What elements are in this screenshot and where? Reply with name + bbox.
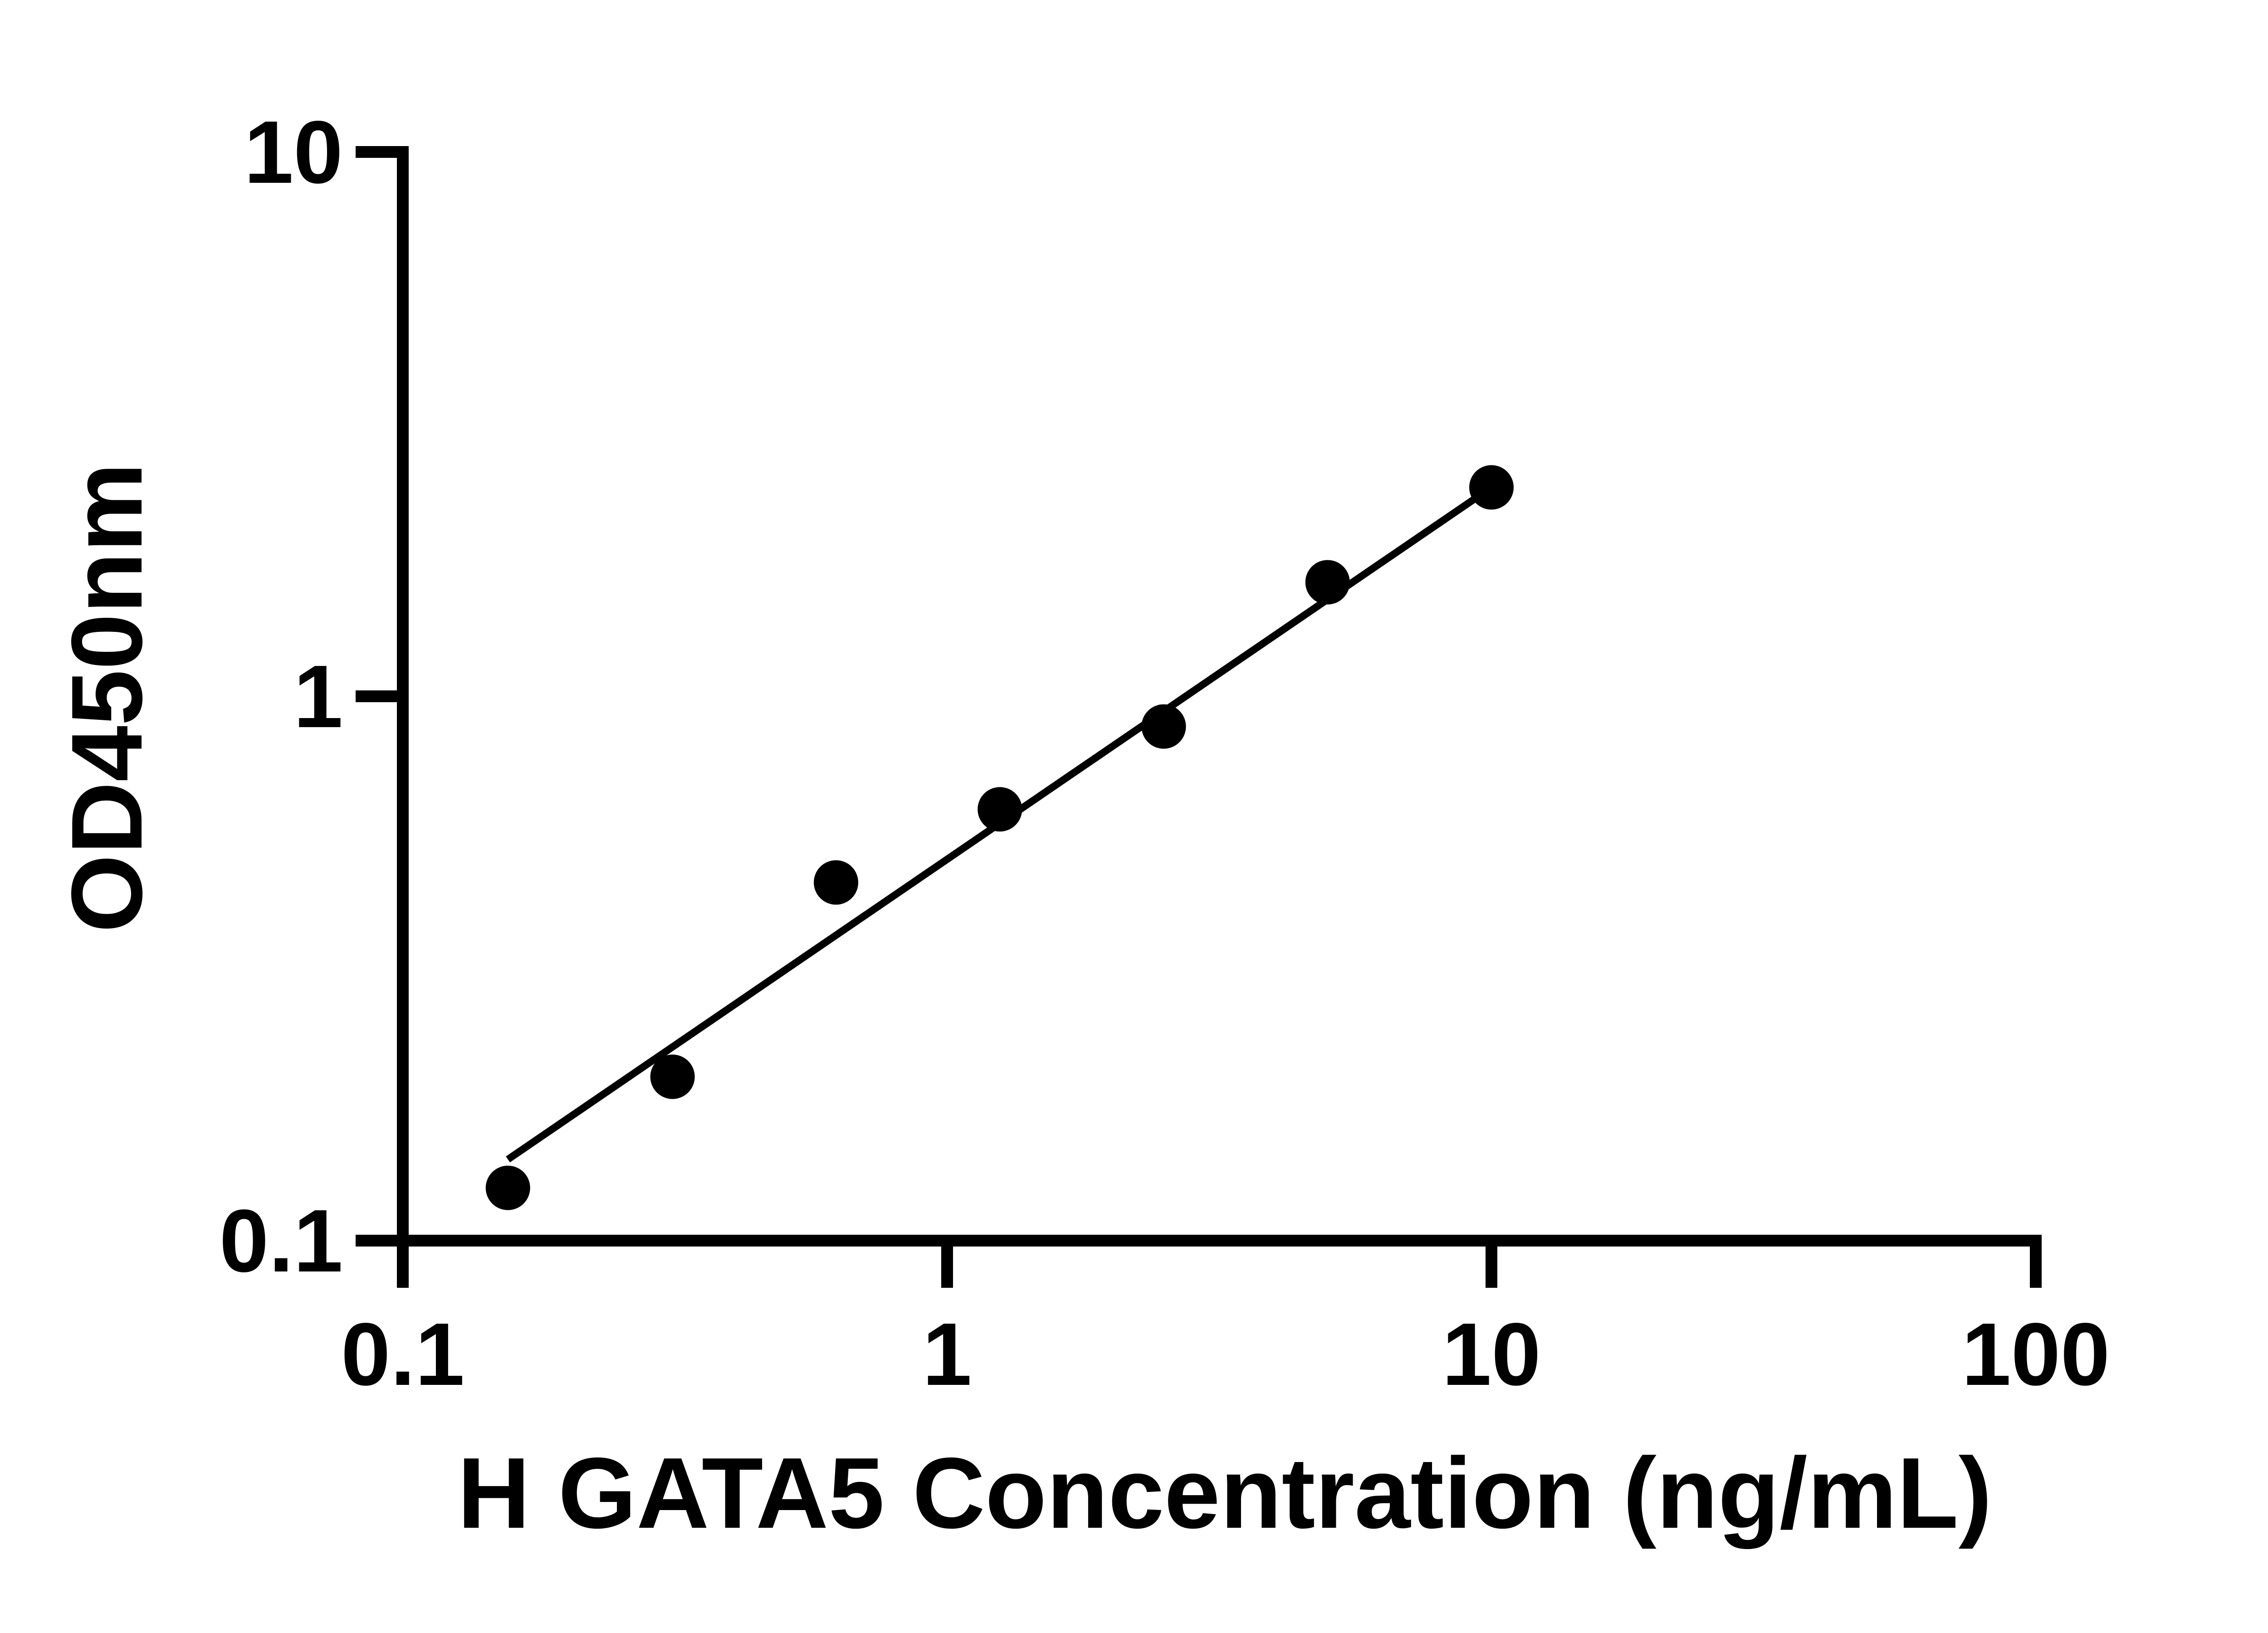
x-axis-title: H GATA5 Concentration (ng/mL) xyxy=(457,1437,1992,1550)
y-axis-title: OD450nm xyxy=(51,463,163,933)
trend-line xyxy=(506,484,1494,1163)
data-point-2 xyxy=(814,860,859,905)
x-tick-label-0.1: 0.1 xyxy=(341,1305,464,1404)
y-tick-label-10: 10 xyxy=(244,103,343,202)
axis-frame xyxy=(397,152,2042,1247)
y-tick-label-0.1: 0.1 xyxy=(220,1191,343,1291)
data-point-3 xyxy=(978,787,1022,832)
x-tick-label-10: 10 xyxy=(1442,1305,1541,1404)
x-tick-label-100: 100 xyxy=(1961,1305,2110,1404)
data-point-0 xyxy=(485,1165,530,1210)
data-point-1 xyxy=(650,1054,695,1099)
y-tick-label-1: 1 xyxy=(293,647,343,746)
x-tick-label-1: 1 xyxy=(922,1305,972,1404)
